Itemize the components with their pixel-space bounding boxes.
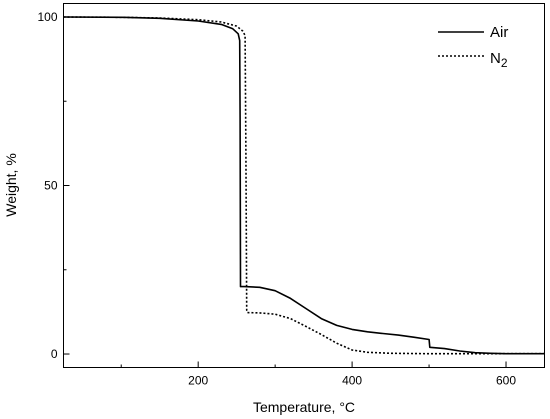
y-axis-title: Weight, % [3, 153, 19, 217]
series-line-air [63, 16, 545, 355]
y-tick-label: 50 [44, 179, 58, 193]
x-tick-label: 600 [496, 374, 516, 388]
series-line-n2 [63, 16, 545, 355]
legend-label-n2: N2 [490, 50, 508, 70]
axis-ticks: 200 400 600 0 50 100 [37, 10, 516, 388]
data-series [63, 16, 545, 355]
legend-label-air: Air [490, 24, 508, 41]
plot-frame [63, 3, 545, 368]
x-tick-label: 200 [188, 374, 208, 388]
y-tick-label: 100 [37, 10, 57, 24]
y-tick-label: 0 [51, 347, 58, 361]
legend: Air N2 [438, 24, 508, 70]
x-tick-label: 400 [342, 374, 362, 388]
x-axis-title: Temperature, °C [253, 399, 355, 415]
